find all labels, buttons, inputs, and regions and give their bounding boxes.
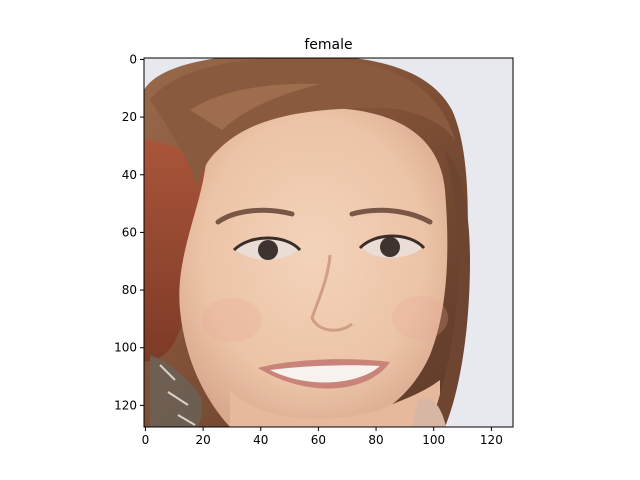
earring-detail: [159, 364, 196, 426]
earring: [150, 355, 203, 427]
chart-title: female: [304, 37, 352, 53]
y-axis: 0 20 40 60 80 100 120: [114, 52, 144, 412]
y-tick-label: 100: [114, 341, 137, 355]
right-eyebrow: [349, 207, 433, 225]
x-tick-label: 40: [253, 433, 268, 447]
nose: [310, 254, 353, 332]
x-tick-label: 0: [142, 433, 150, 447]
hair-top: [150, 58, 455, 190]
y-tick-label: 40: [122, 168, 137, 182]
face: [179, 107, 448, 427]
x-tick-label: 80: [368, 433, 383, 447]
axes-frame: [143, 57, 514, 428]
hair-strand: [190, 83, 320, 130]
x-tick-label: 100: [422, 433, 445, 447]
face-image: [144, 58, 513, 427]
left-eye-lid: [232, 236, 302, 252]
y-tick-label: 60: [122, 225, 137, 239]
x-tick-label: 120: [480, 433, 503, 447]
right-eye-lid: [358, 234, 426, 250]
hair-right-edge: [430, 150, 470, 427]
right-iris: [380, 237, 400, 257]
teeth: [270, 365, 380, 383]
y-tick-label: 20: [122, 110, 137, 124]
y-tick-label: 80: [122, 283, 137, 297]
x-axis: 0 20 40 60 80 100 120: [142, 427, 503, 447]
right-cheek: [392, 296, 448, 340]
y-tick-label: 0: [129, 52, 137, 66]
y-tick-label: 120: [114, 398, 137, 412]
left-iris: [258, 240, 278, 260]
x-tick-label: 20: [195, 433, 210, 447]
hair-left-red: [144, 140, 214, 362]
shoulder-detail: [412, 398, 446, 427]
left-cheek: [202, 298, 262, 342]
left-eyebrow: [215, 207, 295, 225]
neck: [230, 380, 440, 427]
x-tick-label: 60: [311, 433, 326, 447]
